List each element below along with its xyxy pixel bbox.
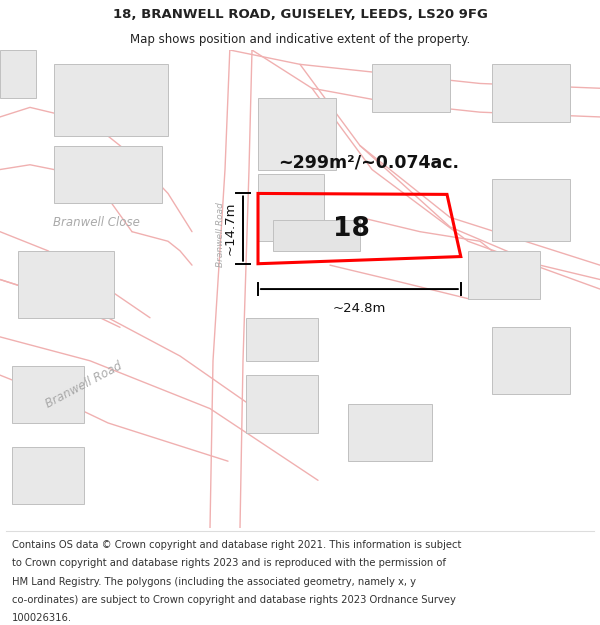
Text: to Crown copyright and database rights 2023 and is reproduced with the permissio: to Crown copyright and database rights 2… (12, 558, 446, 568)
Text: Branwell Road: Branwell Road (216, 202, 226, 266)
Text: ~14.7m: ~14.7m (223, 202, 236, 256)
Text: 18: 18 (332, 216, 370, 242)
Text: Branwell Road: Branwell Road (43, 359, 125, 411)
Polygon shape (54, 146, 162, 203)
Polygon shape (12, 366, 84, 423)
Text: 100026316.: 100026316. (12, 613, 72, 623)
Polygon shape (258, 98, 336, 169)
Polygon shape (492, 328, 570, 394)
Text: co-ordinates) are subject to Crown copyright and database rights 2023 Ordnance S: co-ordinates) are subject to Crown copyr… (12, 595, 456, 605)
Polygon shape (246, 318, 318, 361)
Polygon shape (54, 64, 168, 136)
Polygon shape (273, 220, 360, 251)
Polygon shape (468, 251, 540, 299)
Text: Map shows position and indicative extent of the property.: Map shows position and indicative extent… (130, 32, 470, 46)
Text: ~24.8m: ~24.8m (333, 302, 386, 316)
Text: Branwell Close: Branwell Close (53, 216, 139, 229)
Text: HM Land Registry. The polygons (including the associated geometry, namely x, y: HM Land Registry. The polygons (includin… (12, 576, 416, 586)
Polygon shape (0, 50, 36, 98)
Polygon shape (348, 404, 432, 461)
Text: 18, BRANWELL ROAD, GUISELEY, LEEDS, LS20 9FG: 18, BRANWELL ROAD, GUISELEY, LEEDS, LS20… (113, 9, 487, 21)
Text: ~299m²/~0.074ac.: ~299m²/~0.074ac. (278, 153, 460, 171)
Text: Contains OS data © Crown copyright and database right 2021. This information is : Contains OS data © Crown copyright and d… (12, 540, 461, 550)
Polygon shape (492, 179, 570, 241)
Polygon shape (246, 375, 318, 432)
Polygon shape (258, 174, 324, 241)
Polygon shape (372, 64, 450, 112)
Polygon shape (18, 251, 114, 318)
Polygon shape (492, 64, 570, 122)
Polygon shape (12, 447, 84, 504)
